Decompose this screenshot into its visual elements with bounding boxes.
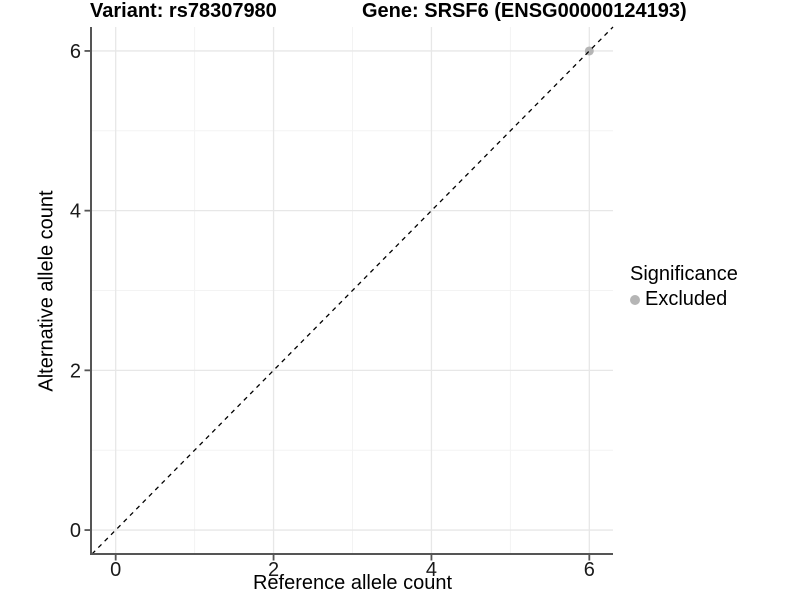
x-tick-label: 6 [584,559,595,581]
y-tick-label: 0 [70,520,81,542]
x-tick-label: 0 [110,559,121,581]
x-tick-label: 4 [426,559,437,581]
y-tick-label: 4 [70,201,81,223]
x-axis-label: Reference allele count [252,572,452,594]
identity-line [91,26,614,555]
plot-title-gene: Gene: SRSF6 (ENSG00000124193) [362,0,687,22]
legend-item-excluded: Excluded [630,287,738,312]
x-tick-label: 2 [268,559,279,581]
legend-item-label: Excluded [645,288,728,310]
point-marker-icon [630,294,640,305]
legend-title: Significance [630,263,738,285]
y-tick-label: 2 [70,360,81,382]
y-axis-label: Alternative allele count [35,190,58,392]
plot-title-variant: Variant: rs78307980 [90,0,277,22]
y-tick-label: 6 [70,41,81,63]
legend: Significance Excluded [630,262,738,312]
